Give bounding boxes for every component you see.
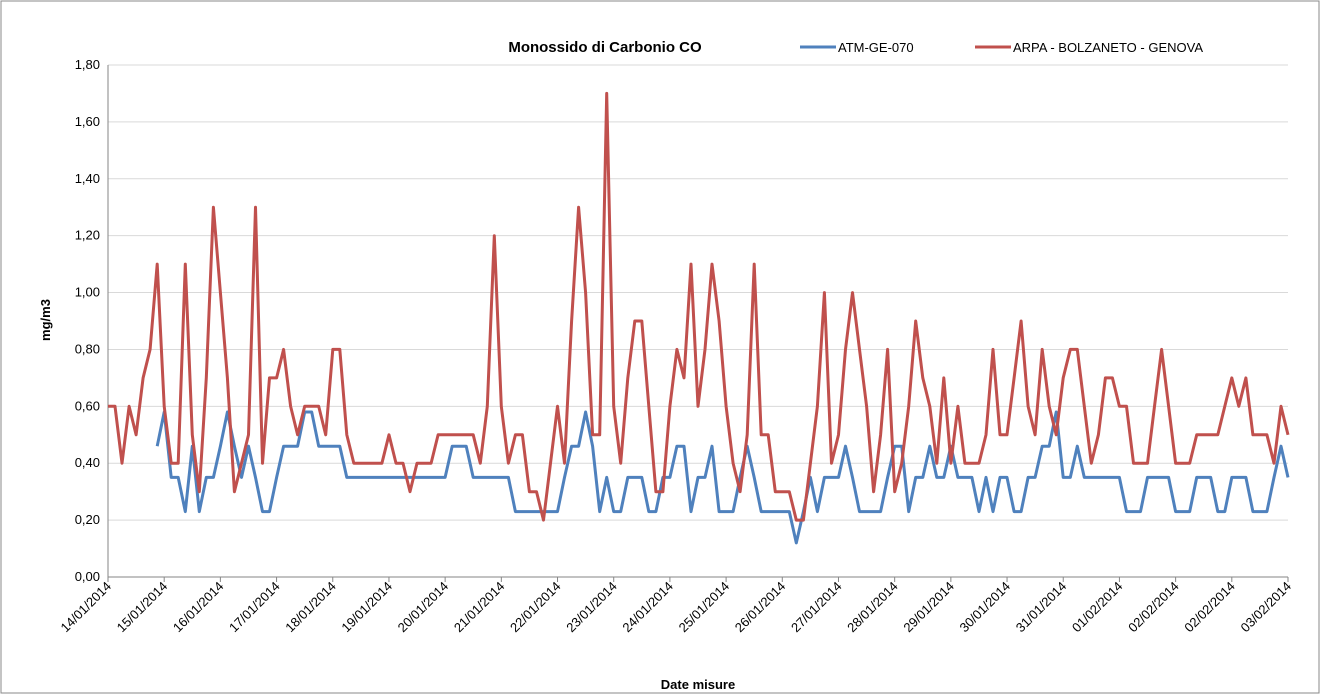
chart-title: Monossido di Carbonio CO [508, 39, 702, 56]
x-axis-label: Date misure [661, 677, 735, 692]
y-tick-label: 0,40 [75, 455, 100, 470]
y-tick-label: 0,00 [75, 569, 100, 584]
y-tick-label: 0,80 [75, 341, 100, 356]
y-tick-label: 1,80 [75, 57, 100, 72]
y-axis-label: mg/m3 [38, 299, 53, 341]
y-tick-label: 1,60 [75, 114, 100, 129]
line-series [155, 410, 1290, 545]
legend-label: ATM-GE-070 [838, 40, 914, 55]
legend-label: ARPA - BOLZANETO - GENOVA [1013, 40, 1203, 55]
y-tick-label: 0,20 [75, 512, 100, 527]
y-tick-label: 1,40 [75, 171, 100, 186]
y-tick-label: 1,00 [75, 285, 100, 300]
y-tick-label: 0,60 [75, 398, 100, 413]
y-tick-label: 1,20 [75, 228, 100, 243]
line-series [108, 91, 1290, 522]
